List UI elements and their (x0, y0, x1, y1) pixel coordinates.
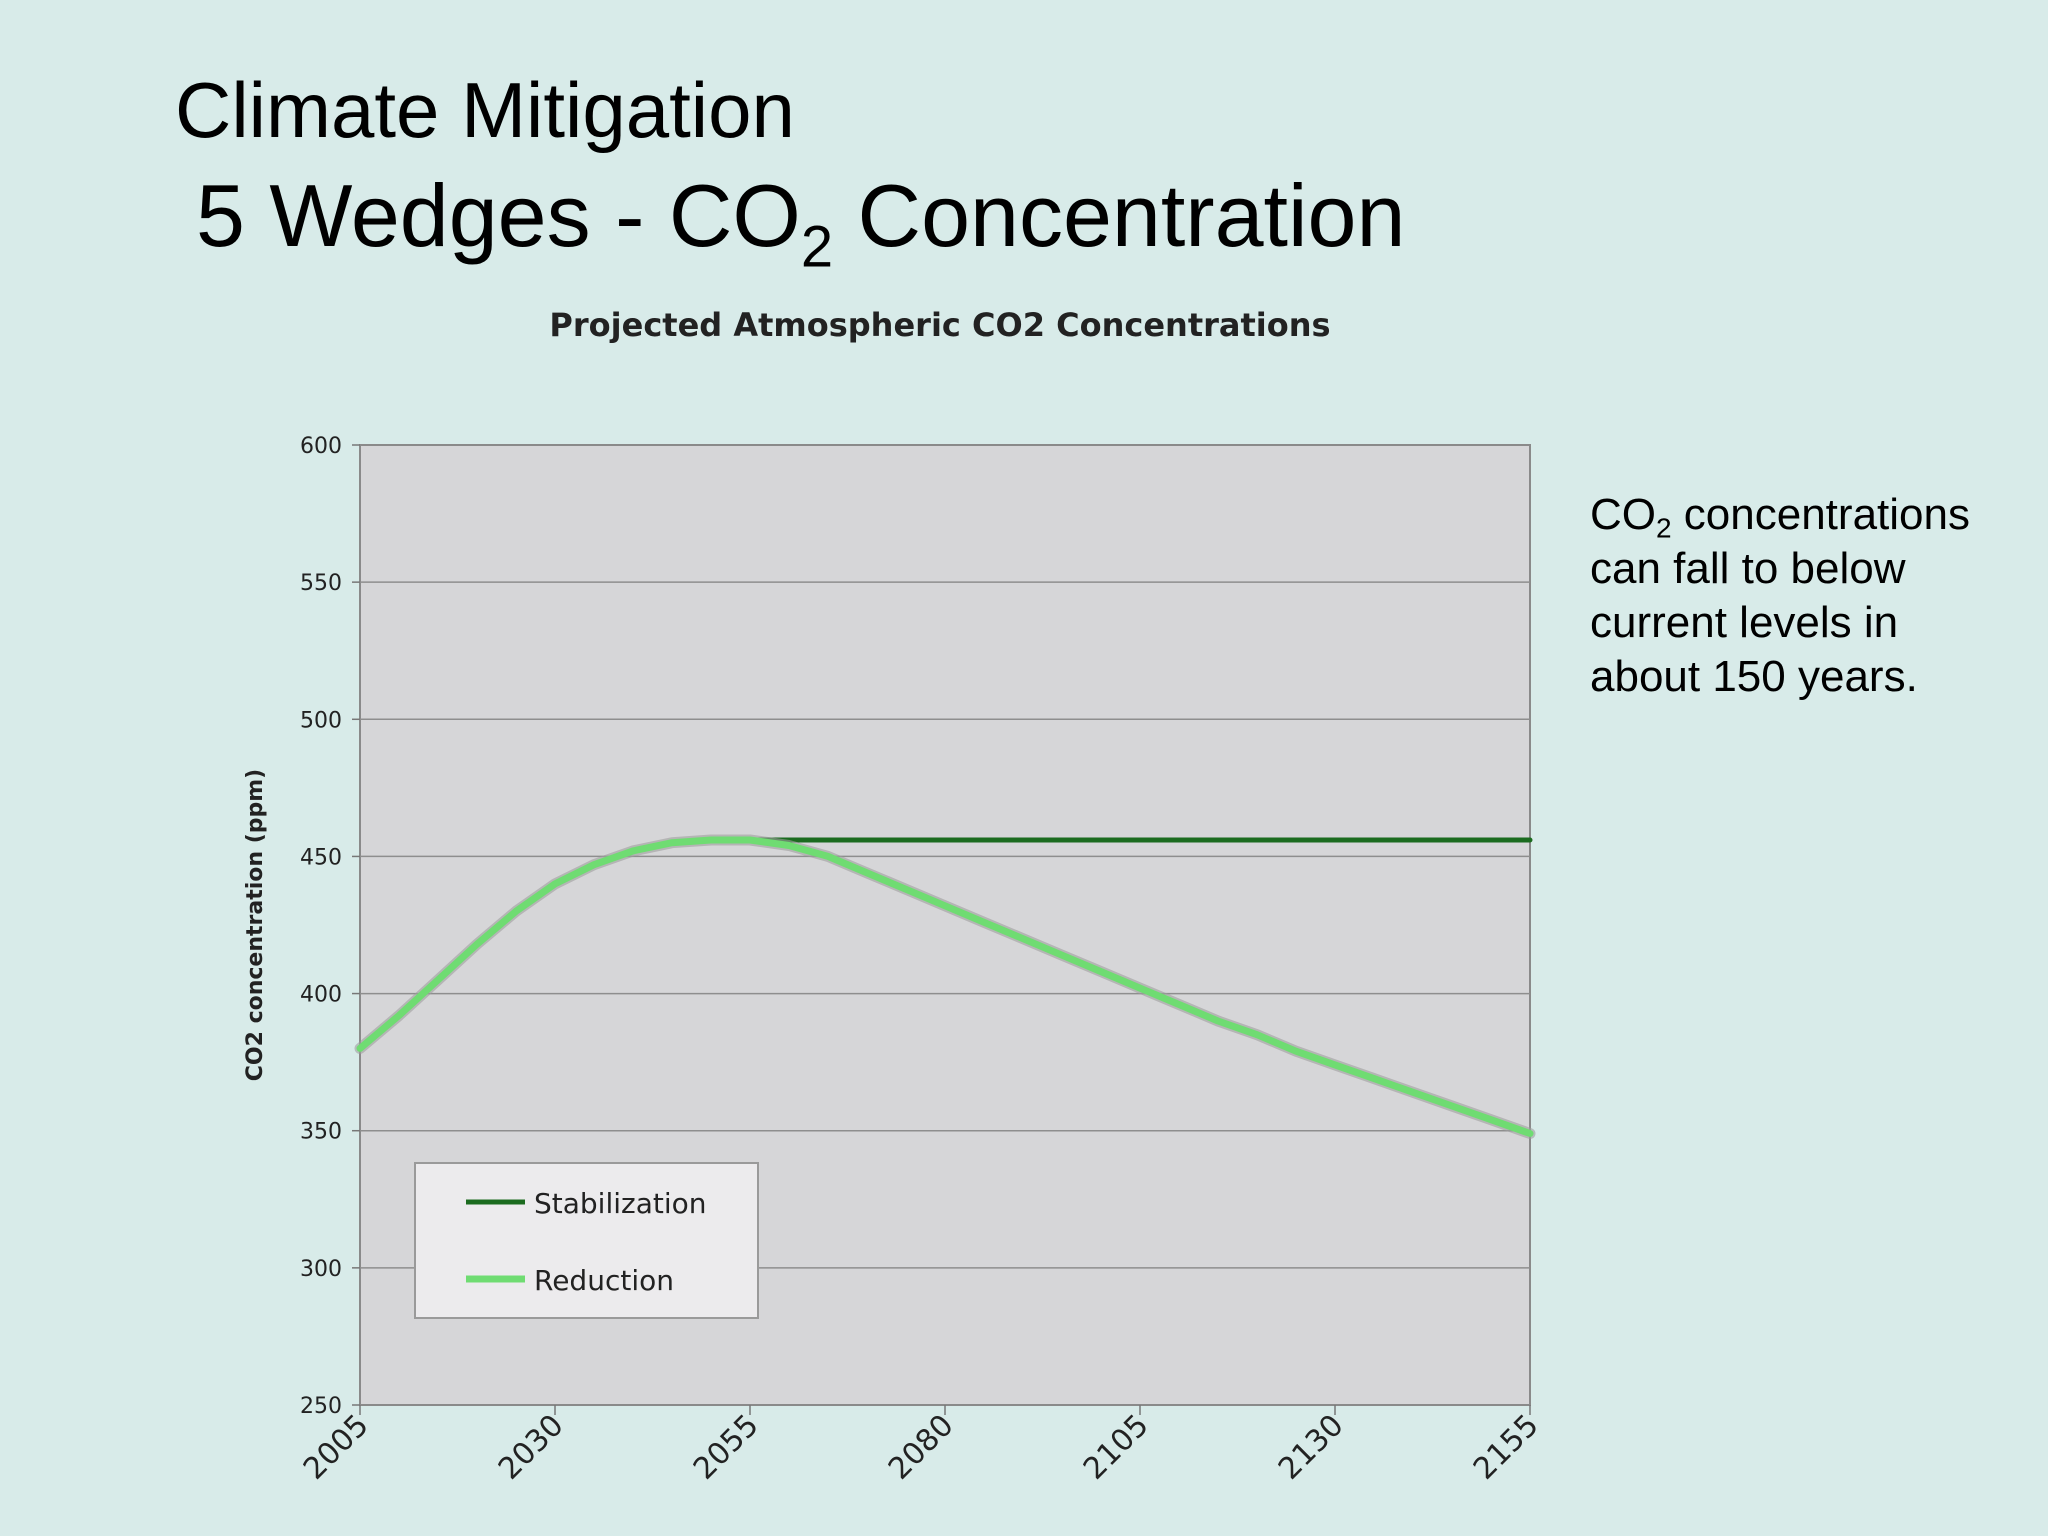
x-axis-ticks: 2005 2030 2055 2080 2105 2130 2155 (297, 1405, 1546, 1487)
side-note-text: concentrations can fall to below current… (1590, 490, 1970, 701)
legend-box (414, 1162, 759, 1319)
y-axis-label: CO2 concentration (ppm) (243, 769, 268, 1082)
side-note-co: CO (1590, 490, 1656, 539)
y-tick-label-600: 600 (300, 434, 342, 459)
series-lines (354, 834, 1536, 1139)
legend-label-reduction: Reduction (534, 1264, 674, 1297)
x-tick-label-2055: 2055 (687, 1408, 766, 1487)
x-tick-label-2105: 2105 (1077, 1408, 1156, 1487)
side-note: CO2 concentrations can fall to below cur… (1590, 488, 2020, 704)
y-axis-ticks: 250 300 350 400 450 500 550 600 (300, 434, 360, 1419)
chart-title: Projected Atmospheric CO2 Concentrations (549, 306, 1330, 344)
x-tick-label-2030: 2030 (492, 1408, 571, 1487)
slide-title: Climate Mitigation (175, 66, 795, 154)
y-tick-label-500: 500 (300, 708, 342, 733)
slide-subtitle: 5 Wedges - CO2 Concentration (196, 165, 1406, 276)
y-tick-label-300: 300 (300, 1257, 342, 1282)
x-tick-label-2130: 2130 (1272, 1408, 1351, 1487)
x-tick-label-2155: 2155 (1467, 1408, 1546, 1487)
legend-label-stabilization: Stabilization (534, 1187, 707, 1220)
subtitle-subscript: 2 (800, 214, 834, 280)
side-note-subscript: 2 (1656, 512, 1672, 544)
y-tick-label-450: 450 (300, 845, 342, 870)
y-tick-label-550: 550 (300, 571, 342, 596)
y-tick-label-250: 250 (300, 1394, 342, 1419)
series-line-reduction (356, 836, 1534, 1137)
subtitle-text-end: Concentration (833, 166, 1406, 265)
subtitle-text: 5 Wedges - CO (196, 166, 801, 265)
y-tick-label-400: 400 (300, 983, 342, 1008)
y-tick-label-350: 350 (300, 1120, 342, 1145)
x-tick-label-2005: 2005 (297, 1408, 376, 1487)
x-tick-label-2080: 2080 (882, 1408, 961, 1487)
legend: Stabilization Reduction (414, 1162, 759, 1319)
